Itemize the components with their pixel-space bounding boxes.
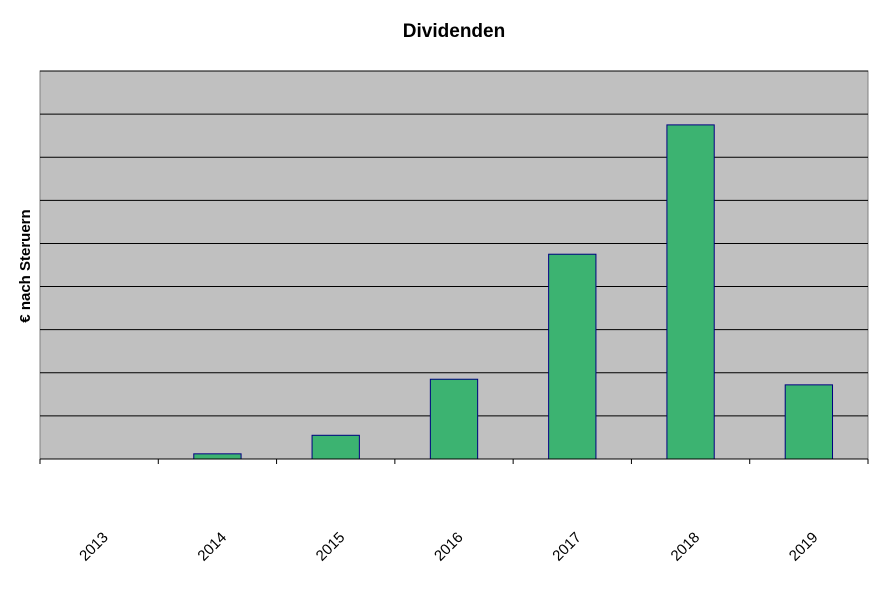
bar-2016 [429, 378, 479, 460]
bars [193, 124, 834, 460]
chart-title: Dividenden [403, 21, 505, 42]
x-tick-label: 2017 [549, 529, 585, 565]
y-axis-label: € nach Steruern [17, 209, 34, 322]
x-tick-label: 2013 [76, 529, 112, 565]
bar-2018 [666, 124, 715, 460]
x-tick-labels: 2013 2014 2015 2016 2017 2018 2019 [76, 529, 821, 565]
bar-2019 [784, 384, 834, 460]
bar-2017 [548, 253, 597, 460]
x-tick-label: 2015 [313, 529, 349, 565]
bar-2015 [311, 434, 360, 460]
x-tick-label: 2019 [786, 529, 822, 565]
bar-2014 [193, 453, 242, 460]
x-tick-label: 2018 [668, 529, 704, 565]
x-tick-label: 2016 [431, 529, 467, 565]
x-tick-label: 2014 [194, 529, 230, 565]
gridlines [40, 70, 868, 417]
x-axis [39, 458, 869, 464]
